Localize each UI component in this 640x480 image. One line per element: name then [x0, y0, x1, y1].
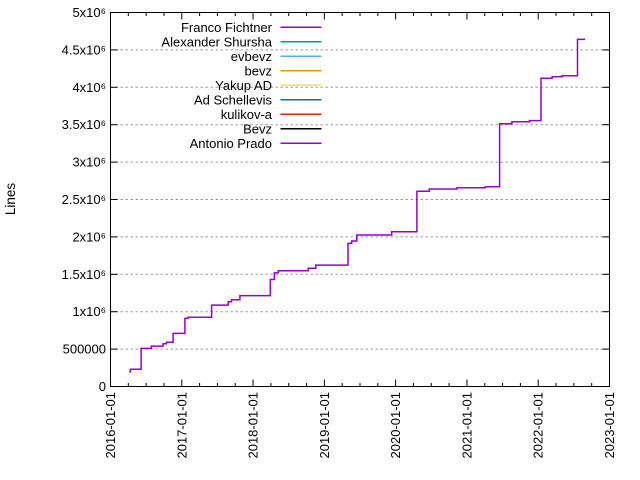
legend-label: Antonio Prado [190, 136, 272, 151]
legend-label: kulikov-a [221, 107, 273, 122]
legend-label: Alexander Shursha [161, 34, 272, 49]
x-tick-label: 2020-01-01 [388, 392, 403, 459]
x-tick-label: 2018-01-01 [246, 392, 261, 459]
legend-label: Bevz [243, 121, 272, 136]
axis-labels: 0 500000 1x10⁶ 1.5x10⁶ 2x10⁶ 2.5x10⁶ 3x10⁶ 3.5x… [62, 5, 617, 459]
data-series [129, 38, 586, 373]
y-tick-label: 2x10⁶ [72, 229, 106, 244]
x-tick-label: 2016-01-01 [103, 392, 118, 459]
y-axis-title: Lines [3, 183, 18, 216]
y-tick-label: 4x10⁶ [72, 80, 106, 95]
y-tick-label: 0 [99, 379, 106, 394]
y-tick-label: 500000 [63, 342, 106, 357]
legend-label: Franco Fichtner [181, 20, 273, 35]
legend-label: Ad Schellevis [194, 92, 273, 107]
legend-label: Yakup AD [215, 78, 272, 93]
legend-label: bevz [245, 63, 272, 78]
x-tick-label: 2019-01-01 [317, 392, 332, 459]
y-tick-label: 3x10⁶ [72, 155, 106, 170]
y-tick-label: 2.5x10⁶ [62, 192, 106, 207]
axis-ticks [110, 12, 610, 387]
x-tick-label: 2017-01-01 [174, 392, 189, 459]
y-tick-label: 5x10⁶ [72, 5, 106, 20]
y-tick-label: 1x10⁶ [72, 304, 106, 319]
y-tick-label: 3.5x10⁶ [62, 117, 106, 132]
series-line [129, 38, 586, 373]
x-tick-label: 2023-01-01 [602, 392, 617, 459]
y-tick-label: 4.5x10⁶ [62, 42, 106, 57]
y-tick-label: 1.5x10⁶ [62, 267, 106, 282]
x-tick-label: 2021-01-01 [459, 392, 474, 459]
x-tick-label: 2022-01-01 [531, 392, 546, 459]
gridlines [110, 49, 610, 350]
plot-border [110, 12, 610, 387]
legend-label: evbevz [231, 49, 272, 64]
